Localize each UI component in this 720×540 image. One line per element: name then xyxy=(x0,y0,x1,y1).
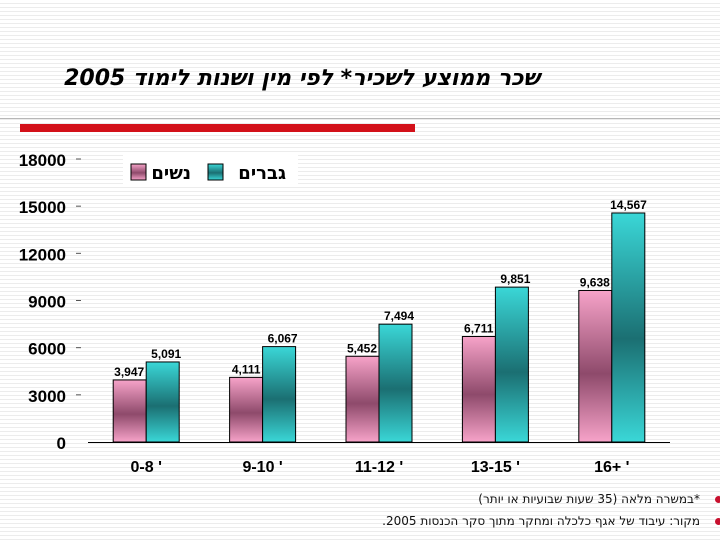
bar-women xyxy=(345,355,380,443)
bar-chart: 0 3000 6000 9000 12000 15000 18000 0-8 ' 9-10 ' 1… xyxy=(19,151,670,476)
legend-swatch-men xyxy=(207,163,224,181)
data-label-women: 4,111 xyxy=(232,362,261,376)
y-tick-label: 0 xyxy=(57,434,66,453)
bullet-icon xyxy=(715,496,720,503)
data-label-men: 7,494 xyxy=(384,309,414,323)
footnote-item: מקור: עיבוד של אגף כלכלה ומחקר מתוך סקר … xyxy=(300,510,720,532)
footnotes: *במשרה מלאה (35 שעות שבועיות או יותר) מק… xyxy=(300,488,720,532)
data-label-men: 14,567 xyxy=(610,198,647,212)
x-category-label: 11-12 ' xyxy=(355,459,403,476)
x-category-label: 9-10 ' xyxy=(242,459,282,476)
chart-title: שכר ממוצע לשכיר* לפי מין ושנות לימוד 200… xyxy=(64,66,540,91)
bar-women xyxy=(461,335,496,443)
bar-men xyxy=(145,361,180,443)
bullet-icon xyxy=(715,518,720,525)
y-tick-label: 9000 xyxy=(28,293,66,312)
data-label-men: 6,067 xyxy=(268,332,298,346)
data-label-women: 9,638 xyxy=(580,275,610,289)
y-tick-label: 18000 xyxy=(19,151,66,170)
legend-swatch-women xyxy=(130,163,147,181)
bars: 3,947 5,091 4,111 6,067 5,452 7,494 6,711 9,851… xyxy=(112,198,647,443)
axes: 0 3000 6000 9000 12000 15000 18000 0-8 ' 9-10 ' 1… xyxy=(19,151,670,476)
title-accent-bar xyxy=(20,124,415,132)
bar-men xyxy=(378,323,413,443)
x-category-label: 0-8 ' xyxy=(131,459,162,476)
bar-women xyxy=(112,379,147,443)
y-tick-label: 15000 xyxy=(19,198,66,217)
y-tick-label: 6000 xyxy=(28,340,66,359)
data-label-men: 9,851 xyxy=(500,272,530,286)
legend: נשים גברים xyxy=(123,155,298,187)
bar-men xyxy=(611,212,646,443)
data-label-women: 5,452 xyxy=(347,341,377,355)
legend-label-women: נשים xyxy=(151,163,191,184)
title-divider xyxy=(0,118,720,119)
x-category-label: 13-15 ' xyxy=(471,459,520,476)
x-category-label: 16+ ' xyxy=(594,459,629,476)
footnote-text: *במשרה מלאה (35 שעות שבועיות או יותר) xyxy=(478,492,700,506)
data-label-women: 3,947 xyxy=(114,365,144,379)
legend-label-men: גברים xyxy=(238,163,286,184)
bar-women xyxy=(578,289,613,443)
y-tick-label: 3000 xyxy=(28,387,66,406)
bar-women xyxy=(229,376,264,443)
footnote-item: *במשרה מלאה (35 שעות שבועיות או יותר) xyxy=(300,488,720,510)
data-label-women: 6,711 xyxy=(464,321,494,335)
y-tick-label: 12000 xyxy=(19,245,66,264)
bar-men xyxy=(494,286,529,443)
footnote-text: מקור: עיבוד של אגף כלכלה ומחקר מתוך סקר … xyxy=(382,514,700,528)
data-label-men: 5,091 xyxy=(151,347,181,361)
bar-men xyxy=(262,346,297,443)
